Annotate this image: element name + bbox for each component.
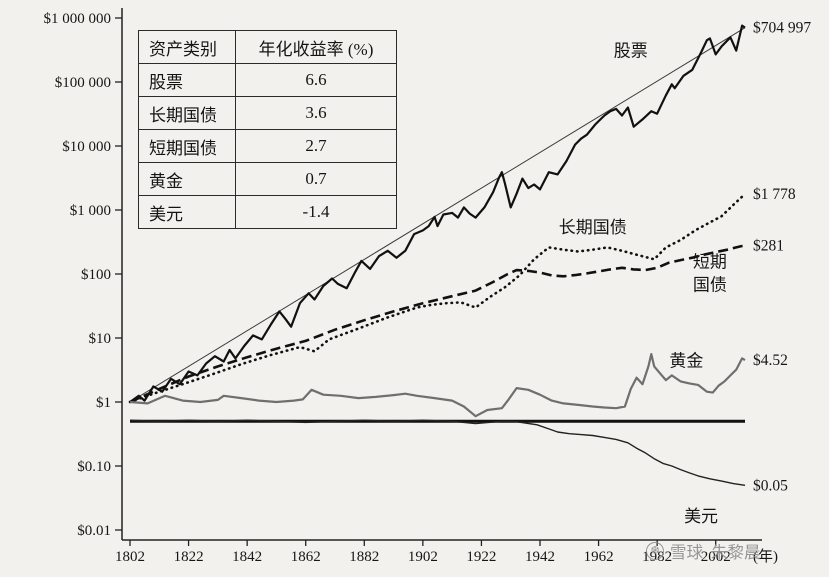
y-tick-label: $1 000 000 xyxy=(44,11,112,27)
asset-name: 股票 xyxy=(138,63,236,97)
asset-name: 美元 xyxy=(138,195,236,229)
x-tick-label: 1922 xyxy=(466,549,496,565)
y-tick-label: $10 000 xyxy=(62,139,111,155)
asset-return: -1.4 xyxy=(235,195,397,229)
series-annotation-short-bonds-label: 短期 xyxy=(693,253,727,272)
asset-return: 6.6 xyxy=(235,63,397,97)
end-value-label: $0.05 xyxy=(753,477,788,494)
table-header-row: 资产类别 年化收益率 (%) xyxy=(138,30,397,64)
x-tick-label: 1902 xyxy=(408,549,438,565)
y-tick-label: $10 xyxy=(89,331,112,347)
x-tick-label: 1822 xyxy=(174,549,204,565)
asset-name: 黄金 xyxy=(138,162,236,196)
series-line-dollar xyxy=(129,419,746,486)
asset-name: 短期国债 xyxy=(138,129,236,163)
table-row: 黄金 0.7 xyxy=(138,162,397,196)
table-row: 股票 6.6 xyxy=(138,63,397,97)
asset-return: 3.6 xyxy=(235,96,397,130)
series-line-trend xyxy=(129,27,746,403)
x-tick-label: 2002 xyxy=(701,549,731,565)
y-tick-label: $0.01 xyxy=(77,523,111,539)
series-annotation-stocks-label: 股票 xyxy=(614,41,648,60)
watermark-author: 朱黎晨 xyxy=(711,544,761,562)
series-annotation-dollar-label: 美元 xyxy=(684,507,718,526)
series-line-short-bonds xyxy=(129,244,746,404)
series-line-long-bonds xyxy=(128,192,747,404)
x-tick-label: 1802 xyxy=(115,549,145,565)
y-tick-label: $1 000 xyxy=(70,203,111,219)
table-row: 美元 -1.4 xyxy=(138,195,397,229)
series-line-gold xyxy=(129,353,746,418)
asset-name: 长期国债 xyxy=(138,96,236,130)
asset-return: 0.7 xyxy=(235,162,397,196)
table-row: 长期国债 3.6 xyxy=(138,96,397,130)
series-annotation-short-bonds-label: 国债 xyxy=(693,276,727,295)
x-tick-label: 1942 xyxy=(525,549,555,565)
y-tick-label: $0.10 xyxy=(77,459,111,475)
x-tick-label: 1842 xyxy=(232,549,262,565)
x-tick-label: 1862 xyxy=(291,549,321,565)
returns-table: 资产类别 年化收益率 (%) 股票 6.6 长期国债 3.6 短期国债 2.7 … xyxy=(138,30,397,229)
series-line-stocks xyxy=(129,24,746,403)
x-tick-label: 1962 xyxy=(584,549,614,565)
xueqiu-logo-icon: ❆ xyxy=(646,542,664,560)
end-value-label: $1 778 xyxy=(753,186,796,203)
end-value-label: $704 997 xyxy=(753,20,811,37)
series-annotation-long-bonds-label: 长期国债 xyxy=(559,218,627,237)
end-value-label: $4.52 xyxy=(753,352,788,369)
x-axis-unit-label: (年) xyxy=(753,548,778,565)
y-tick-label: $1 xyxy=(96,395,111,411)
table-header-asset: 资产类别 xyxy=(138,30,236,64)
asset-return: 2.7 xyxy=(235,129,397,163)
xueqiu-watermark: ❆ 雪球 朱黎晨 xyxy=(646,539,761,563)
end-value-label: $281 xyxy=(753,237,784,254)
x-tick-label: 1882 xyxy=(349,549,379,565)
y-tick-label: $100 xyxy=(81,267,111,283)
table-header-return: 年化收益率 (%) xyxy=(235,30,397,64)
series-annotation-gold-label: 黄金 xyxy=(669,351,703,370)
watermark-brand: 雪球 xyxy=(670,544,703,562)
table-row: 短期国债 2.7 xyxy=(138,129,397,163)
y-tick-label: $100 000 xyxy=(55,75,111,91)
